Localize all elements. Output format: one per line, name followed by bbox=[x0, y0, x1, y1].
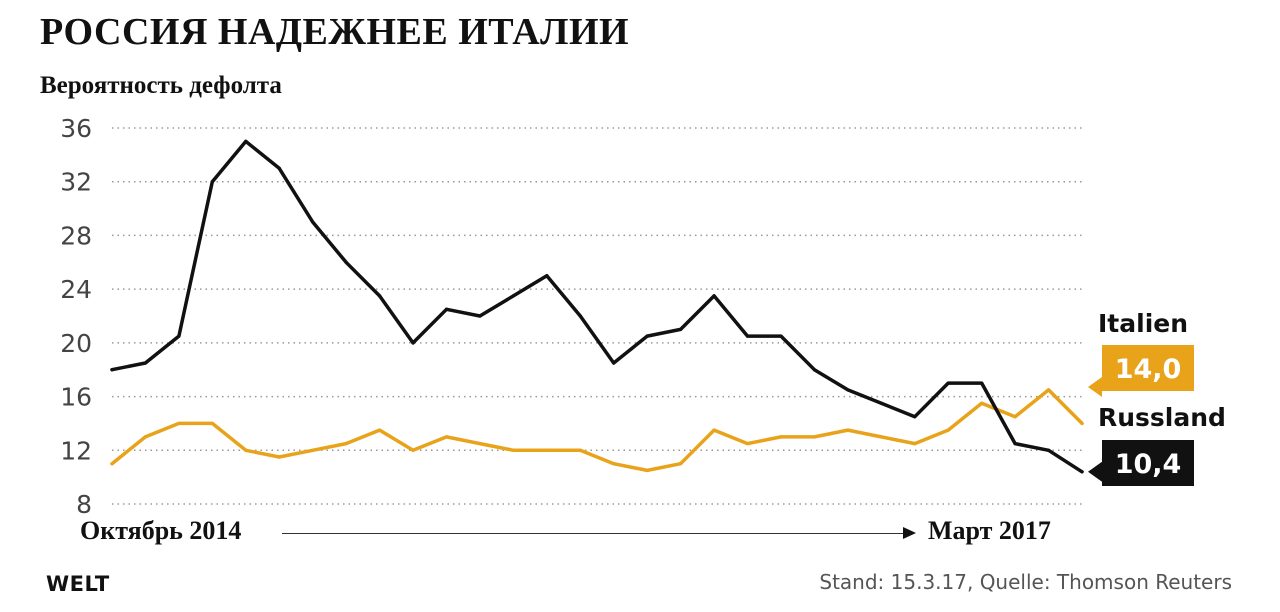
data-point-russland bbox=[344, 260, 348, 264]
data-point-russland bbox=[779, 334, 783, 338]
y-tick-label: 36 bbox=[60, 114, 92, 143]
value-box-italien bbox=[1088, 345, 1194, 397]
data-point-italien bbox=[712, 428, 716, 432]
time-arrow bbox=[282, 527, 916, 539]
data-point-italien bbox=[645, 468, 649, 473]
data-point-italien bbox=[444, 435, 449, 439]
chart-subtitle: Вероятность дефолта bbox=[40, 72, 282, 99]
data-point-italien bbox=[344, 441, 348, 446]
data-point-russland bbox=[612, 361, 616, 365]
data-point-italien bbox=[913, 441, 917, 446]
data-point-italien bbox=[411, 448, 415, 452]
data-point-russland bbox=[244, 139, 248, 144]
data-point-italien bbox=[143, 435, 148, 439]
y-tick-label: 16 bbox=[60, 383, 92, 412]
data-point-russland bbox=[578, 314, 582, 318]
data-point-russland bbox=[210, 180, 214, 184]
series-line-russland bbox=[110, 139, 1084, 474]
data-point-italien bbox=[177, 421, 181, 426]
data-point-russland bbox=[846, 388, 850, 392]
data-point-russland bbox=[311, 220, 315, 224]
data-point-italien bbox=[1046, 388, 1051, 392]
y-tick-label: 12 bbox=[60, 436, 92, 465]
data-point-italien bbox=[779, 435, 783, 439]
data-point-russland bbox=[411, 341, 415, 345]
time-range-start: Октябрь 2014 bbox=[80, 516, 242, 545]
data-point-russland bbox=[679, 327, 683, 332]
data-point-russland bbox=[1046, 448, 1051, 452]
y-tick-label: 20 bbox=[60, 329, 92, 358]
data-point-russland bbox=[946, 381, 950, 385]
chart-title: РОССИЯ НАДЕЖНЕЕ ИТАЛИИ bbox=[40, 11, 630, 53]
series-name-russland: Russland bbox=[1098, 403, 1226, 432]
data-point-italien bbox=[745, 441, 750, 446]
data-point-russland bbox=[712, 294, 716, 298]
data-point-russland bbox=[980, 381, 984, 385]
data-point-italien bbox=[511, 448, 515, 452]
data-point-russland bbox=[478, 314, 482, 318]
data-point-russland bbox=[545, 274, 549, 278]
series-line-italien bbox=[110, 388, 1084, 473]
series-lines bbox=[110, 139, 1084, 474]
data-point-italien bbox=[946, 428, 950, 432]
data-point-italien bbox=[879, 435, 883, 439]
data-point-russland bbox=[1013, 441, 1017, 446]
data-point-russland bbox=[1080, 470, 1084, 474]
data-point-italien bbox=[578, 448, 582, 452]
data-point-russland bbox=[110, 368, 114, 372]
data-point-italien bbox=[110, 462, 114, 466]
data-point-italien bbox=[1013, 415, 1017, 419]
data-point-russland bbox=[745, 334, 750, 338]
brand-logo: WELT bbox=[46, 572, 110, 596]
data-point-italien bbox=[377, 428, 382, 432]
data-point-russland bbox=[444, 307, 449, 311]
data-point-italien bbox=[812, 435, 817, 439]
data-point-italien bbox=[980, 401, 984, 405]
data-point-italien bbox=[679, 462, 683, 466]
y-tick-label: 24 bbox=[60, 275, 92, 304]
source-note: Stand: 15.3.17, Quelle: Thomson Reuters bbox=[819, 570, 1232, 594]
data-point-russland bbox=[812, 368, 817, 372]
data-point-russland bbox=[377, 294, 382, 298]
data-point-russland bbox=[913, 415, 917, 419]
data-point-italien bbox=[210, 421, 214, 426]
y-tick-label: 8 bbox=[76, 490, 92, 519]
data-point-italien bbox=[311, 448, 315, 452]
series-end-labels: Russland 10,4 Italien 14,0 bbox=[1088, 309, 1226, 486]
value-box-russland bbox=[1088, 440, 1194, 486]
grid-lines bbox=[112, 127, 1082, 505]
y-axis-ticks: 36 32 28 24 20 16 12 8 bbox=[60, 114, 92, 519]
value-label-italien: 14,0 bbox=[1115, 354, 1182, 385]
data-point-russland bbox=[879, 401, 883, 405]
data-point-italien bbox=[277, 455, 281, 459]
data-point-russland bbox=[277, 166, 281, 170]
series-name-italien: Italien bbox=[1098, 309, 1188, 338]
data-point-russland bbox=[143, 361, 148, 365]
data-point-italien bbox=[244, 448, 248, 452]
time-range-end: Март 2017 bbox=[928, 516, 1051, 545]
data-point-italien bbox=[1080, 421, 1084, 426]
data-point-italien bbox=[478, 441, 482, 446]
data-point-italien bbox=[545, 448, 549, 452]
data-point-italien bbox=[612, 462, 616, 466]
y-tick-label: 28 bbox=[60, 221, 92, 250]
data-point-russland bbox=[645, 334, 649, 338]
y-tick-label: 32 bbox=[60, 168, 92, 197]
data-point-italien bbox=[846, 428, 850, 432]
data-point-russland bbox=[177, 334, 181, 338]
value-label-russland: 10,4 bbox=[1115, 449, 1182, 480]
data-point-russland bbox=[511, 294, 515, 298]
